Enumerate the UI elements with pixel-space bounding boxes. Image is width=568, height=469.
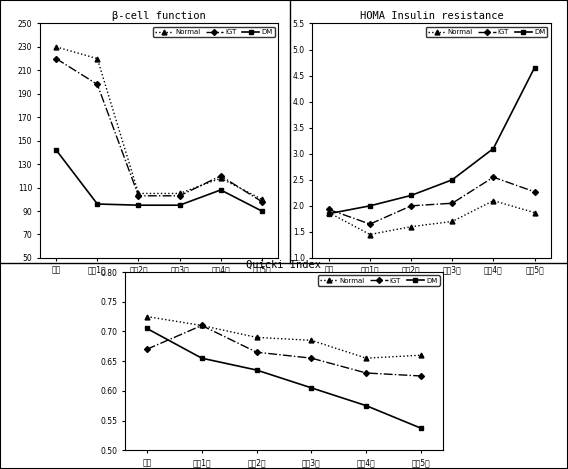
Legend: Normal, IGT, DM: Normal, IGT, DM bbox=[426, 27, 548, 37]
Title: β-cell function: β-cell function bbox=[112, 11, 206, 21]
Legend: Normal, IGT, DM: Normal, IGT, DM bbox=[318, 275, 440, 286]
Legend: Normal, IGT, DM: Normal, IGT, DM bbox=[153, 27, 275, 37]
Title: HOMA Insulin resistance: HOMA Insulin resistance bbox=[360, 11, 504, 21]
Title: Quicki Index: Quicki Index bbox=[247, 260, 321, 270]
